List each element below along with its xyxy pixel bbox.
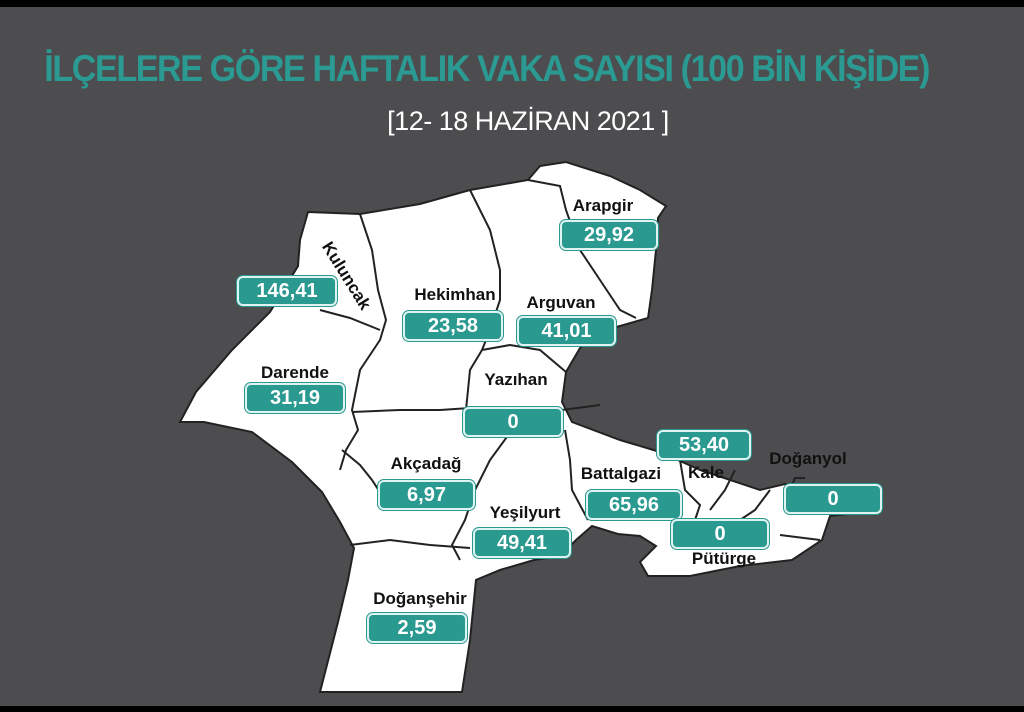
bottom-bar xyxy=(0,706,1024,712)
district-name-darende: Darende xyxy=(260,363,330,382)
district-value-doganyol: 0 xyxy=(784,484,882,514)
district-name-dogansehir: Doğanşehir xyxy=(373,589,467,608)
map-title: İLÇELERE GÖRE HAFTALIK VAKA SAYISI (100 … xyxy=(44,48,930,89)
district-value-akcadag: 6,97 xyxy=(378,480,475,510)
district-value-arguvan: 41,01 xyxy=(517,316,616,346)
district-value-darende: 31,19 xyxy=(245,383,345,413)
district-name-puturge: Pütürge xyxy=(691,549,757,568)
district-value-yazihan: 0 xyxy=(463,407,563,437)
district-name-yesilyurt: Yeşilyurt xyxy=(489,503,561,522)
district-name-akcadag: Akçadağ xyxy=(390,454,462,473)
district-value-puturge: 0 xyxy=(671,519,769,549)
top-bar xyxy=(0,0,1024,7)
district-value-yesilyurt: 49,41 xyxy=(473,528,571,558)
district-value-dogansehir: 2,59 xyxy=(367,613,467,643)
district-name-doganyol: Doğanyol xyxy=(769,449,847,468)
district-name-kale: Kale xyxy=(688,463,724,482)
district-value-kuluncak: 146,41 xyxy=(237,276,337,306)
district-name-yazihan: Yazıhan xyxy=(484,370,548,389)
district-name-hekimhan: Hekimhan xyxy=(414,285,496,304)
district-value-hekimhan: 23,58 xyxy=(403,311,503,341)
district-name-arapgir: Arapgir xyxy=(572,196,634,215)
map-subtitle: [12- 18 HAZİRAN 2021 ] xyxy=(387,106,669,136)
district-borders xyxy=(319,179,821,561)
district-value-kale: 53,40 xyxy=(657,430,751,460)
district-name-battalgazi: Battalgazi xyxy=(580,464,662,483)
district-name-arguvan: Arguvan xyxy=(526,293,596,312)
district-value-arapgir: 29,92 xyxy=(560,220,658,250)
district-value-battalgazi: 65,96 xyxy=(586,490,682,520)
